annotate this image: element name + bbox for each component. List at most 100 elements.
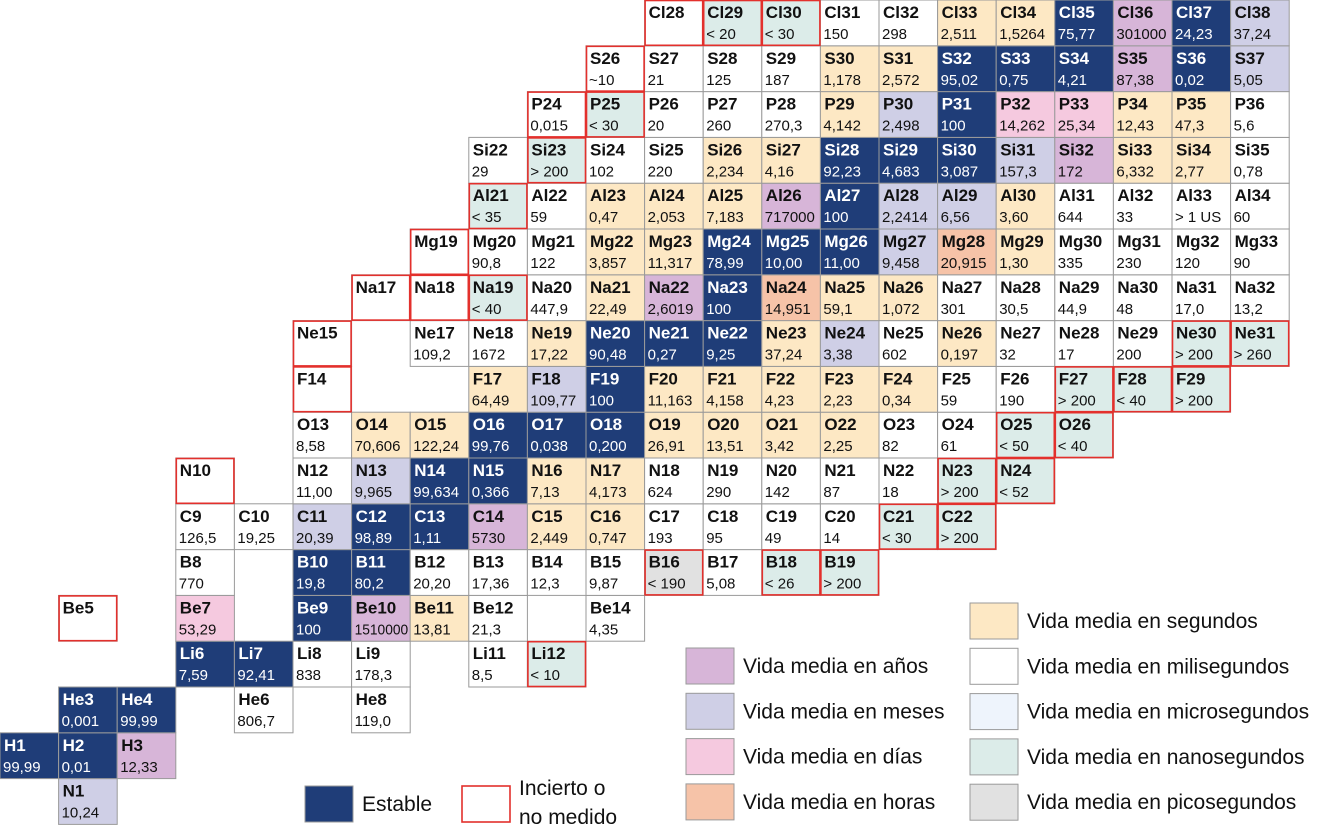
cell-box	[585, 228, 646, 276]
nuclide-cell: S30 1,178	[819, 45, 880, 93]
nuclide-name: Mg21	[531, 232, 574, 251]
nuclide-cell: He8 119,0	[351, 686, 411, 734]
cell-box	[1171, 91, 1232, 138]
cell-box	[1230, 91, 1290, 138]
nuclide-name: B17	[707, 553, 738, 572]
half-life: 2,2414	[882, 209, 928, 226]
nuclide-name: N16	[531, 461, 562, 480]
half-life: 0,01	[62, 759, 91, 776]
cell-box	[644, 549, 704, 596]
nuclide-name: H3	[121, 736, 143, 755]
nuclide-name: S33	[1000, 49, 1030, 68]
nuclide-name: Si33	[1117, 140, 1152, 159]
nuclide-cell: S33 0,75	[995, 45, 1056, 93]
half-life: 21	[648, 72, 665, 89]
half-life: 4,158	[706, 392, 744, 409]
nuclide-name: Cl36	[1117, 3, 1153, 22]
nuclide-cell: Si30 3,087	[937, 136, 997, 184]
nuclide-cell: Al25 7,183	[702, 182, 763, 230]
cell-box	[644, 91, 704, 138]
nuclide-name: Be9	[297, 598, 328, 617]
cell-box	[175, 594, 235, 642]
cell-box	[585, 320, 646, 367]
nuclide-cell: Ne30 > 200	[1171, 320, 1232, 367]
cell-box	[526, 503, 587, 551]
nuclide-cell: O22 2,25	[819, 411, 880, 459]
half-life: 838	[296, 667, 321, 684]
nuclide-cell: Na28 30,5	[995, 274, 1056, 322]
cell-box	[585, 411, 646, 459]
uncertain-border	[995, 457, 1056, 505]
cell-box	[351, 686, 411, 734]
cell-box	[1054, 91, 1114, 138]
nuclide-cell: Mg32 120	[1171, 228, 1232, 276]
nuclide-cell: Si25 220	[644, 136, 704, 184]
legend-label: Vida media en nanosegundos	[1027, 746, 1305, 769]
uncertain-border	[995, 411, 1056, 459]
legend-label: Vida media en meses	[743, 700, 945, 723]
nuclide-cell: N15 0,366	[468, 457, 528, 505]
cell-box	[468, 136, 528, 184]
cell-box	[761, 320, 821, 367]
nuclide-cell: Si33 6,332	[1112, 136, 1173, 184]
nuclide-cell: Na20 447,9	[526, 274, 587, 322]
cell-box	[702, 45, 763, 93]
cell-box	[995, 274, 1056, 322]
half-life: 8,58	[296, 438, 325, 455]
nuclide-name: Li6	[180, 644, 205, 663]
cell-box	[58, 686, 118, 734]
nuclide-name: Na24	[766, 278, 807, 297]
half-life: < 30	[589, 118, 619, 135]
half-life: 100	[941, 118, 966, 135]
nuclide-cell: Al33 > 1 US	[1171, 182, 1232, 230]
half-life: 100	[706, 301, 731, 318]
half-life: 260	[706, 118, 731, 135]
uncertain-border	[644, 0, 704, 47]
half-life: 24,23	[1175, 26, 1213, 43]
cell-box	[468, 411, 528, 459]
half-life: 49	[765, 530, 782, 547]
nuclide-name: C10	[238, 507, 269, 526]
uncertain-border	[937, 503, 997, 550]
nuclide-name: Li9	[356, 644, 381, 663]
half-life: 447,9	[530, 301, 568, 318]
half-life: 13,51	[706, 438, 744, 455]
nuclide-name: N1	[63, 782, 85, 801]
nuclide-cell: Li7 92,41	[233, 640, 294, 688]
nuclide-name: P25	[590, 95, 620, 114]
nuclide-cell: C9 126,5	[175, 503, 235, 551]
nuclide-name: C14	[473, 507, 505, 526]
nuclide-name: Si26	[707, 140, 742, 159]
nuclide-name: Si22	[473, 140, 508, 159]
cell-box	[819, 136, 880, 184]
nuclide-name: Mg23	[649, 232, 692, 251]
nuclide-name: P29	[824, 95, 854, 114]
half-life: 92,41	[237, 667, 275, 684]
cell-box	[644, 457, 704, 505]
nuclide-name: Be5	[63, 598, 94, 617]
half-life: 4,21	[1058, 72, 1087, 89]
cell-box	[292, 365, 353, 413]
nuclide-cell: F14	[292, 365, 353, 413]
half-life: 0,747	[589, 530, 627, 547]
cell-box	[1230, 320, 1290, 367]
nuclide-cell: Mg22 3,857	[585, 228, 646, 276]
nuclide-name: F21	[707, 369, 736, 388]
nuclide-name: F28	[1117, 369, 1146, 388]
half-life: 99,99	[3, 759, 41, 776]
half-life: 5,05	[1234, 72, 1263, 89]
cell-box	[761, 91, 821, 138]
nuclide-cell: N10	[175, 457, 235, 505]
nuclide-name: Al33	[1176, 186, 1212, 205]
cell-box	[1112, 45, 1173, 93]
nuclide-cell: Si35 0,78	[1230, 136, 1290, 184]
half-life: 13,2	[1234, 301, 1263, 318]
nuclide-name: Ne17	[414, 324, 455, 343]
cell-box	[526, 182, 587, 230]
cell-box	[819, 182, 880, 230]
